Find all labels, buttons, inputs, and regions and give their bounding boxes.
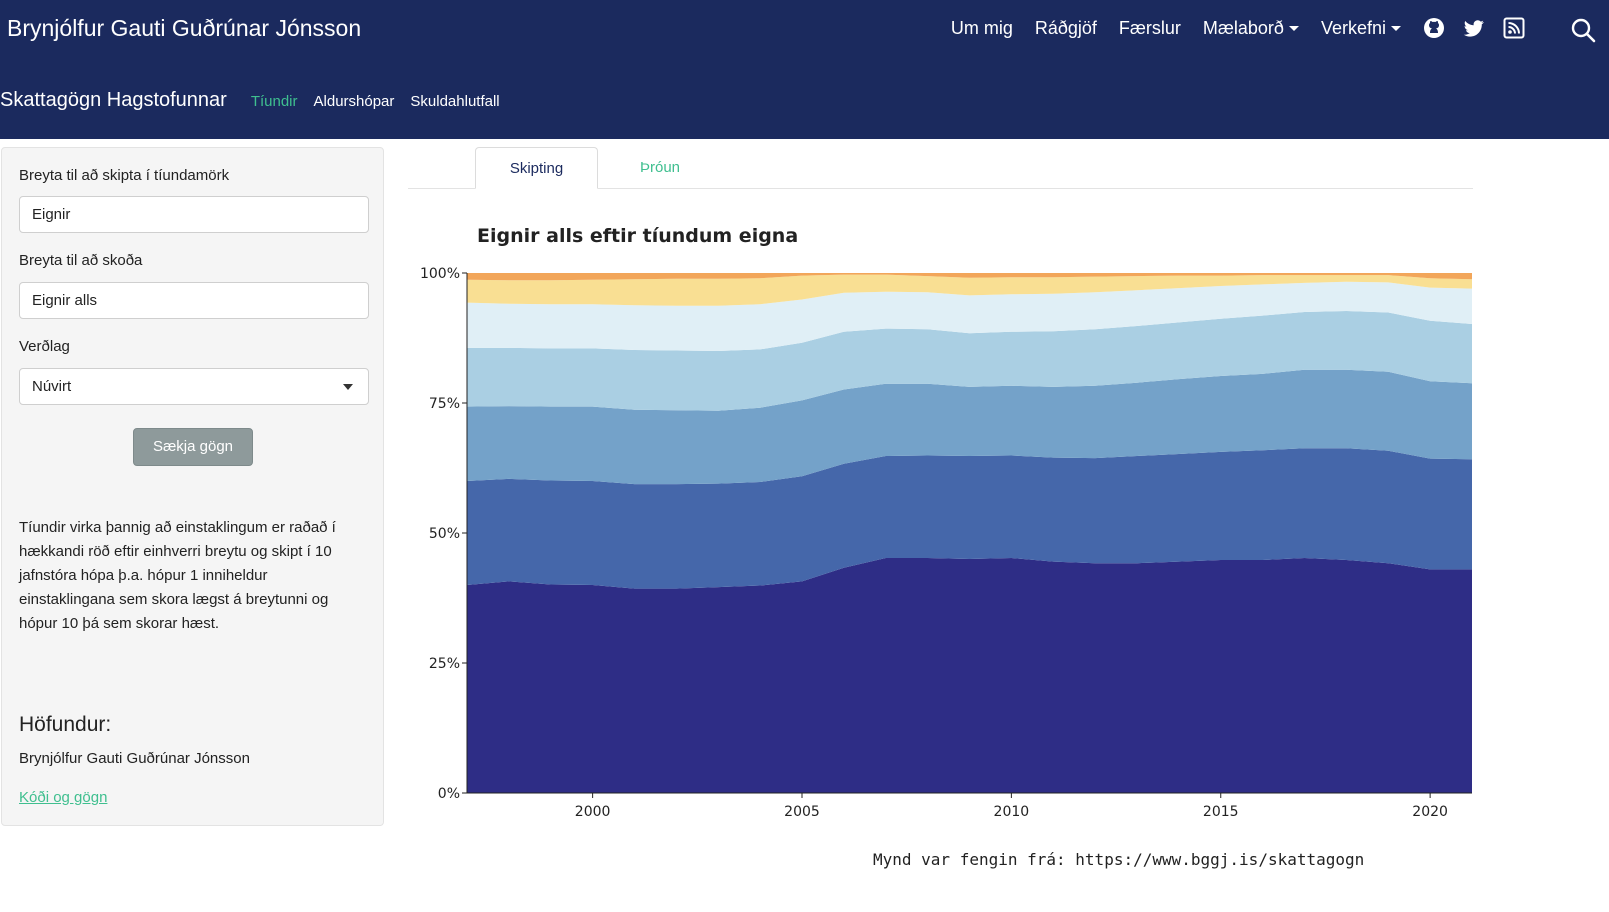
y-tick-label: 75% — [429, 396, 460, 412]
author-heading: Höfundur: — [19, 713, 112, 736]
tab-throun[interactable]: Þróun — [639, 159, 681, 176]
tab-aldurshopar[interactable]: Aldurshópar — [313, 93, 395, 110]
decile-var-input[interactable]: Eignir — [19, 196, 369, 233]
menu-item-radgjof[interactable]: Ráðgjöf — [1034, 17, 1097, 38]
decile-description: Tíundir virka þannig að einstaklingum er… — [19, 519, 336, 632]
area-series-5 — [467, 281, 1472, 351]
x-tick-label: 2015 — [1203, 804, 1239, 820]
menu-item-maelabord[interactable]: Mælaborð — [1203, 18, 1299, 39]
price-level-select[interactable]: Núvirt — [19, 368, 369, 405]
twitter-icon[interactable] — [1463, 17, 1485, 39]
area-series-1 — [467, 558, 1472, 793]
y-tick-label: 25% — [429, 656, 460, 672]
tab-tiundir[interactable]: Tíundir — [250, 93, 298, 110]
image-source-caption: Mynd var fengin frá: https://www.bggj.is… — [873, 850, 1365, 869]
fetch-data-button[interactable]: Sækja gögn — [133, 428, 253, 466]
chart-title: Eignir alls eftir tíundum eigna — [477, 225, 798, 247]
view-var-input[interactable]: Eignir alls — [19, 282, 369, 319]
price-level-label: Verðlag — [19, 338, 70, 355]
sidebar-panel: Breyta til að skipta í tíundamörk Eignir… — [1, 147, 384, 826]
view-var-label: Breyta til að skoða — [19, 252, 143, 269]
x-tick-label: 2020 — [1412, 804, 1448, 820]
price-level-value: Núvirt — [32, 378, 72, 395]
stacked-area-chart: Eignir alls eftir tíundum eigna 0% 25% 50% 7… — [420, 225, 1472, 820]
social-links — [1423, 17, 1525, 39]
site-brand[interactable]: Brynjólfur Gauti Guðrúnar Jónsson — [7, 15, 362, 41]
area-series-2 — [467, 448, 1472, 589]
decile-var-label: Breyta til að skipta í tíundamörk — [19, 167, 230, 184]
tab-skuldahlutfall[interactable]: Skuldahlutfall — [410, 93, 500, 110]
area-series-6 — [467, 274, 1472, 306]
chevron-down-icon — [343, 384, 353, 390]
chevron-down-icon — [1391, 26, 1401, 32]
area-series-4 — [467, 311, 1472, 411]
area-series-7 — [467, 273, 1472, 281]
code-and-data-link[interactable]: Kóði og gögn — [19, 789, 108, 806]
main-menu: Um mig Ráðgjöf Færslur Mælaborð Verkefni — [951, 17, 1525, 39]
author-name: Brynjólfur Gauti Guðrúnar Jónsson — [19, 750, 250, 767]
y-tick-label: 50% — [429, 526, 460, 542]
x-tick-label: 2000 — [575, 804, 611, 820]
tab-skipting[interactable]: Skipting — [475, 147, 598, 189]
chevron-down-icon — [1288, 26, 1299, 32]
y-tick-label: 100% — [420, 266, 460, 282]
github-icon[interactable] — [1423, 17, 1445, 39]
y-tick-label: 0% — [438, 786, 460, 802]
x-tick-label: 2010 — [994, 804, 1030, 820]
menu-item-maelabord-label: Mælaborð — [1202, 17, 1284, 38]
menu-item-verkefni-label: Verkefni — [1320, 17, 1386, 38]
top-navbar: Brynjólfur Gauti Guðrúnar Jónsson Um mig… — [0, 0, 1609, 139]
search-icon[interactable] — [1570, 17, 1596, 43]
sub-navbar: Skattagögn Hagstofunnar Tíundir Aldurshó… — [0, 89, 516, 112]
main-tabs: Skipting Þróun — [408, 147, 1473, 189]
menu-item-faerslur[interactable]: Færslur — [1118, 17, 1181, 38]
app-title: Skattagögn Hagstofunnar — [0, 89, 227, 111]
rss-icon[interactable] — [1503, 17, 1525, 39]
menu-item-um-mig[interactable]: Um mig — [950, 17, 1013, 38]
menu-item-verkefni[interactable]: Verkefni — [1321, 18, 1401, 39]
area-series-3 — [467, 369, 1472, 485]
x-tick-label: 2005 — [784, 804, 820, 820]
